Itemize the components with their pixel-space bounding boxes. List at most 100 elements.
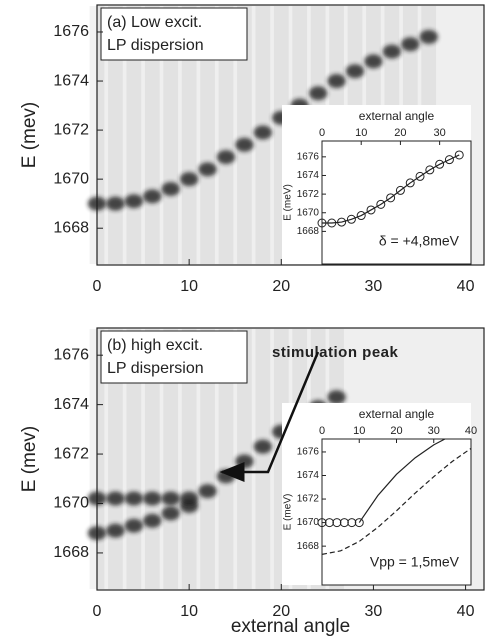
- intensity-peak: [179, 172, 199, 187]
- data-point: [327, 218, 337, 228]
- y-tick-label: 1674: [297, 470, 320, 481]
- x-tick-label: 20: [390, 425, 402, 437]
- data-point: [332, 518, 342, 528]
- y-tick-label: 1676: [297, 447, 320, 458]
- intensity-peak: [106, 523, 125, 538]
- data-point: [454, 150, 464, 160]
- intensity-peak: [124, 194, 144, 209]
- x-tick-label: 20: [272, 278, 290, 295]
- intensity-peak: [124, 518, 144, 533]
- intensity-peak: [198, 162, 217, 177]
- fit-line: [358, 438, 446, 523]
- inset-y-label: E (meV): [283, 494, 294, 531]
- y-axis-label: E (mev): [19, 102, 40, 169]
- x-tick-label: 30: [365, 603, 383, 620]
- x-tick-label: 10: [353, 425, 365, 437]
- y-tick-label: 1672: [297, 189, 320, 200]
- y-tick-label: 1676: [53, 346, 89, 363]
- intensity-peak: [161, 491, 180, 506]
- data-point: [405, 178, 415, 188]
- intensity-peak: [106, 491, 125, 506]
- x-tick-label: 40: [457, 278, 475, 295]
- data-point: [366, 205, 376, 215]
- intensity-peak: [87, 526, 107, 541]
- y-tick-label: 1668: [53, 544, 89, 561]
- annotation-text: (b) high excit.: [107, 337, 203, 354]
- x-tick-label: 40: [465, 425, 477, 437]
- intensity-peak: [143, 513, 162, 528]
- intensity-peak: [327, 74, 346, 89]
- intensity-peak: [235, 137, 254, 152]
- intensity-peak: [419, 29, 438, 44]
- y-tick-label: 1676: [297, 151, 320, 162]
- callout-text: stimulation peak: [272, 344, 399, 361]
- intensity-strip: [200, 6, 215, 264]
- data-point: [346, 214, 356, 224]
- data-point: [354, 518, 364, 528]
- data-point: [376, 199, 386, 209]
- inset-y-label: E (meV): [283, 184, 294, 221]
- intensity-peak: [345, 64, 365, 79]
- x-tick-label: 0: [319, 127, 325, 139]
- intensity-peak: [216, 150, 236, 165]
- intensity-strip: [218, 329, 234, 589]
- intensity-peak: [143, 491, 162, 506]
- inset-annotation: δ = +4,8meV: [379, 233, 460, 249]
- x-tick-label: 0: [93, 278, 102, 295]
- intensity-peak: [87, 196, 107, 211]
- intensity-strip: [200, 329, 215, 589]
- intensity-peak: [198, 484, 217, 499]
- x-tick-label: 40: [457, 603, 475, 620]
- y-tick-label: 1672: [53, 121, 89, 138]
- callout-arrow: [219, 351, 320, 482]
- inset-x-label: external angle: [359, 407, 435, 421]
- x-tick-label: 0: [93, 603, 102, 620]
- y-tick-label: 1670: [297, 207, 320, 218]
- intensity-strip: [237, 6, 252, 264]
- y-tick-label: 1670: [53, 170, 89, 187]
- y-tick-label: 1670: [53, 495, 89, 512]
- x-tick-label: 10: [180, 603, 198, 620]
- y-tick-label: 1668: [53, 219, 89, 236]
- x-tick-label: 30: [365, 278, 383, 295]
- intensity-peak: [253, 439, 273, 454]
- y-tick-label: 1668: [297, 226, 320, 237]
- intensity-strip: [181, 6, 197, 264]
- intensity-strip: [163, 6, 179, 264]
- intensity-peak: [382, 44, 402, 59]
- y-tick-label: 1674: [297, 170, 320, 181]
- y-tick-label: 1676: [53, 23, 89, 40]
- annotation-text: (a) Low excit.: [107, 14, 202, 31]
- data-point: [395, 185, 405, 195]
- inset-plot-area: [321, 438, 472, 586]
- intensity-peak: [364, 54, 383, 69]
- intensity-peak: [308, 86, 328, 101]
- data-point: [339, 518, 349, 528]
- inset-x-label: external angle: [359, 109, 435, 123]
- y-tick-label: 1674: [53, 72, 89, 89]
- annotation-box: [100, 330, 248, 384]
- x-tick-label: 0: [319, 425, 325, 437]
- chart-layer: (a) Low excit. LP dispersion 0 10 20 30 40 1668…: [19, 4, 485, 637]
- x-tick-label: 30: [434, 127, 446, 139]
- data-point: [435, 159, 445, 169]
- x-tick-label: 20: [272, 603, 290, 620]
- y-axis-label: E (mev): [19, 426, 40, 493]
- intensity-peak: [401, 37, 420, 52]
- data-point: [386, 193, 396, 203]
- x-tick-label: 20: [394, 127, 406, 139]
- data-point: [444, 155, 454, 165]
- data-point: [415, 171, 425, 181]
- intensity-strip: [255, 329, 271, 589]
- intensity-strip: [218, 6, 234, 264]
- y-tick-label: 1674: [53, 396, 89, 413]
- y-tick-label: 1672: [53, 445, 89, 462]
- intensity-strip: [181, 329, 197, 589]
- data-point: [317, 218, 327, 228]
- y-tick-label: 1670: [297, 517, 320, 528]
- intensity-strip: [163, 329, 179, 589]
- intensity-peak: [253, 125, 273, 140]
- intensity-peak: [235, 454, 254, 469]
- intensity-peak: [106, 196, 125, 211]
